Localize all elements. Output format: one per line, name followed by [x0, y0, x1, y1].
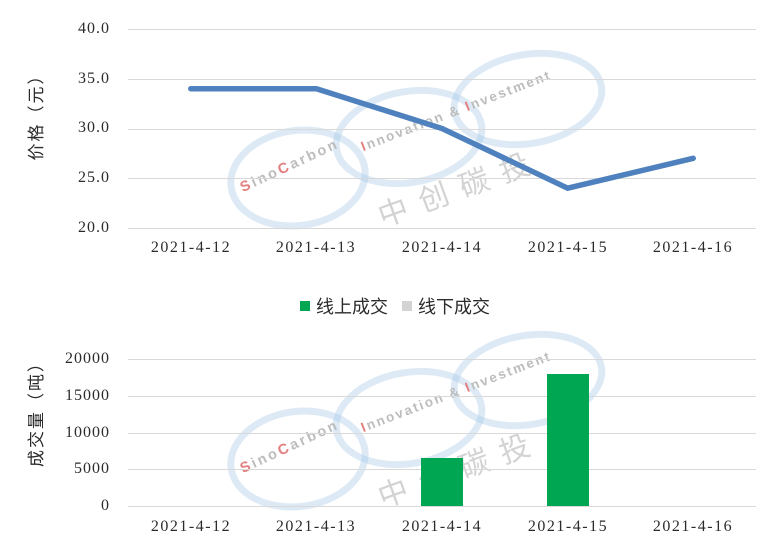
gridline [128, 395, 756, 397]
price-line-series [188, 85, 696, 191]
price-y-tick: 35.0 [78, 70, 110, 87]
online-swatch-icon [300, 301, 310, 311]
offline-swatch-icon [402, 301, 412, 311]
price-line-path [188, 85, 696, 191]
volume-legend: 线上成交 线下成交 [300, 293, 490, 319]
price-line-plot-area [128, 29, 756, 229]
price-x-tick: 2021-4-12 [150, 239, 232, 256]
gridline [128, 29, 756, 30]
legend-item-online: 线上成交 [300, 293, 388, 319]
price-x-tick: 2021-4-15 [527, 239, 609, 256]
gridline [128, 178, 756, 180]
price-y-tick: 25.0 [78, 169, 110, 186]
volume-y-tick: 20000 [65, 350, 110, 367]
volume-y-tick: 0 [101, 497, 110, 514]
volume-x-tick: 2021-4-15 [527, 518, 609, 535]
volume-bar [546, 374, 589, 506]
volume-y-axis-title: 成交量（吨） [27, 353, 46, 467]
price-x-tick: 2021-4-14 [401, 239, 483, 256]
gridline [128, 228, 756, 229]
gridline [128, 78, 756, 80]
volume-y-tick: 15000 [65, 387, 110, 404]
volume-y-tick: 5000 [74, 460, 110, 477]
price-y-tick: 30.0 [78, 119, 110, 136]
volume-x-tick: 2021-4-13 [275, 518, 357, 535]
gridline [128, 432, 756, 434]
volume-bar [421, 458, 463, 506]
volume-x-tick: 2021-4-16 [652, 518, 734, 535]
legend-label-online: 线上成交 [316, 297, 388, 317]
volume-x-tick: 2021-4-12 [150, 518, 232, 535]
legend-item-offline: 线下成交 [402, 293, 490, 319]
volume-y-tick: 10000 [65, 424, 110, 441]
gridline [128, 359, 756, 360]
legend-label-offline: 线下成交 [418, 297, 490, 317]
volume-x-tick: 2021-4-14 [401, 518, 483, 535]
price-y-tick: 20.0 [78, 219, 110, 236]
price-y-tick: 40.0 [78, 20, 110, 37]
volume-bar-plot-area [128, 359, 756, 507]
price-x-tick: 2021-4-13 [275, 239, 357, 256]
price-x-tick: 2021-4-16 [652, 239, 734, 256]
price-y-axis-title: 价格（元） [27, 65, 46, 161]
gridline [128, 506, 756, 507]
